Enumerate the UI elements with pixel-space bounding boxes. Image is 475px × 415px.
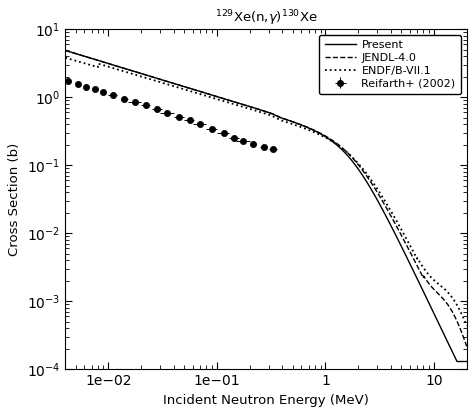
JENDL-4.0 bbox=[108, 62, 114, 67]
Y-axis label: Cross Section (b): Cross Section (b) bbox=[9, 143, 21, 256]
JENDL-4.0 bbox=[413, 260, 418, 265]
JENDL-4.0 bbox=[132, 69, 138, 74]
ENDF/B-VII.1 bbox=[413, 253, 418, 258]
Present bbox=[132, 69, 138, 74]
Present bbox=[234, 100, 239, 105]
ENDF/B-VII.1 bbox=[132, 72, 138, 77]
JENDL-4.0 bbox=[234, 100, 239, 105]
X-axis label: Incident Neutron Energy (MeV): Incident Neutron Energy (MeV) bbox=[163, 394, 369, 407]
Present bbox=[216, 95, 222, 100]
Present bbox=[456, 359, 462, 364]
ENDF/B-VII.1 bbox=[108, 65, 114, 70]
ENDF/B-VII.1 bbox=[234, 103, 239, 107]
JENDL-4.0 bbox=[456, 323, 462, 328]
Line: Present: Present bbox=[65, 50, 466, 361]
Present bbox=[108, 62, 114, 67]
JENDL-4.0 bbox=[62, 48, 68, 53]
ENDF/B-VII.1 bbox=[464, 323, 469, 328]
Present bbox=[413, 273, 418, 278]
Line: JENDL-4.0: JENDL-4.0 bbox=[65, 50, 466, 346]
Present bbox=[464, 359, 469, 364]
ENDF/B-VII.1 bbox=[62, 55, 68, 60]
ENDF/B-VII.1 bbox=[456, 306, 462, 311]
Line: ENDF/B-VII.1: ENDF/B-VII.1 bbox=[65, 58, 466, 326]
JENDL-4.0 bbox=[464, 344, 469, 349]
Legend: Present, JENDL-4.0, ENDF/B-VII.1, Reifarth+ (2002): Present, JENDL-4.0, ENDF/B-VII.1, Reifar… bbox=[319, 35, 461, 94]
Present bbox=[62, 48, 68, 53]
JENDL-4.0 bbox=[216, 95, 222, 100]
Present bbox=[454, 359, 460, 364]
Title: $^{129}$Xe(n,$\gamma$)$^{130}$Xe: $^{129}$Xe(n,$\gamma$)$^{130}$Xe bbox=[215, 8, 317, 28]
ENDF/B-VII.1 bbox=[216, 97, 222, 102]
